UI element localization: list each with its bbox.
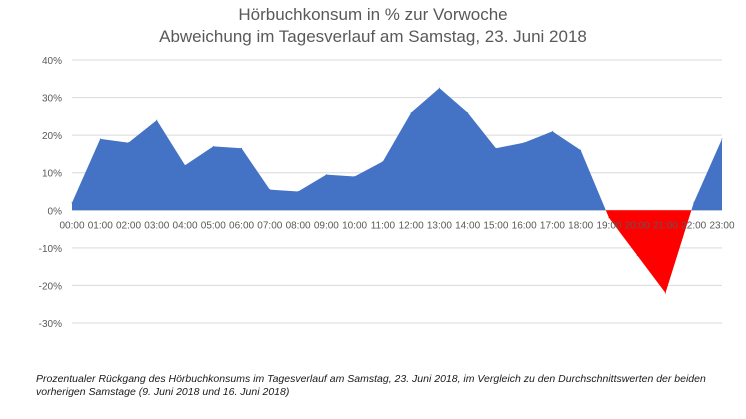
data-point: [354, 175, 356, 177]
x-tick-label: 18:00: [568, 220, 593, 231]
data-point: [721, 138, 723, 140]
x-tick-label: 09:00: [314, 220, 339, 231]
y-tick-label: -30%: [39, 319, 62, 330]
data-point: [523, 142, 525, 144]
x-tick-label: 00:00: [59, 220, 84, 231]
x-tick-label: 04:00: [173, 220, 198, 231]
x-tick-label: 01:00: [88, 220, 113, 231]
x-tick-label: 02:00: [116, 220, 141, 231]
x-tick-label: 07:00: [257, 220, 282, 231]
data-point: [467, 112, 469, 114]
data-point: [438, 87, 440, 89]
data-point: [664, 292, 666, 294]
data-point: [156, 119, 158, 121]
x-tick-label: 08:00: [286, 220, 311, 231]
data-point: [212, 145, 214, 147]
data-point: [269, 189, 271, 191]
data-point: [128, 142, 130, 144]
data-point: [551, 130, 553, 132]
x-tick-label: 13:00: [427, 220, 452, 231]
data-point: [382, 160, 384, 162]
chart-title: Hörbuchkonsum in % zur Vorwoche: [238, 5, 508, 24]
data-point: [580, 149, 582, 151]
positive-area-series: [691, 138, 722, 211]
data-point: [71, 202, 73, 204]
chart-title-block: Hörbuchkonsum in % zur Vorwoche Abweichu…: [0, 4, 746, 48]
negative-area-series: [605, 210, 692, 293]
x-tick-label: 11:00: [371, 220, 396, 231]
x-tick-label: 20:00: [625, 220, 650, 231]
x-tick-label: 17:00: [540, 220, 565, 231]
x-tick-label: 05:00: [201, 220, 226, 231]
data-point: [636, 254, 638, 256]
caption-line-1: Prozentualer Rückgang des Hörbuchkonsums…: [36, 373, 706, 385]
x-tick-label: 22:00: [681, 220, 706, 231]
x-tick-label: 15:00: [483, 220, 508, 231]
x-tick-label: 14:00: [455, 220, 480, 231]
y-tick-label: 20%: [42, 131, 62, 142]
x-tick-label: 10:00: [342, 220, 367, 231]
x-tick-label: 21:00: [653, 220, 678, 231]
y-tick-label: 10%: [42, 169, 62, 180]
data-point: [410, 112, 412, 114]
data-point: [608, 217, 610, 219]
chart-caption: Prozentualer Rückgang des Hörbuchkonsums…: [36, 373, 736, 399]
positive-area-series: [72, 88, 606, 211]
y-tick-label: -10%: [39, 244, 62, 255]
caption-line-2: vorherigen Samstage (9. Juni 2018 und 16…: [36, 386, 290, 398]
data-point: [99, 138, 101, 140]
y-tick-label: 30%: [42, 94, 62, 105]
x-tick-label: 23:00: [709, 220, 734, 231]
data-point: [241, 147, 243, 149]
data-point: [693, 202, 695, 204]
y-tick-label: 0%: [48, 206, 63, 217]
y-tick-label: 40%: [42, 56, 62, 67]
x-tick-label: 12:00: [399, 220, 424, 231]
chart-subtitle: Abweichung im Tagesverlauf am Samstag, 2…: [159, 27, 587, 46]
x-tick-label: 16:00: [512, 220, 537, 231]
data-point: [184, 164, 186, 166]
data-point: [495, 147, 497, 149]
x-tick-label: 19:00: [596, 220, 621, 231]
data-point: [325, 174, 327, 176]
y-tick-label: -20%: [39, 281, 62, 292]
x-tick-label: 06:00: [229, 220, 254, 231]
x-tick-label: 03:00: [144, 220, 169, 231]
data-point: [297, 191, 299, 192]
